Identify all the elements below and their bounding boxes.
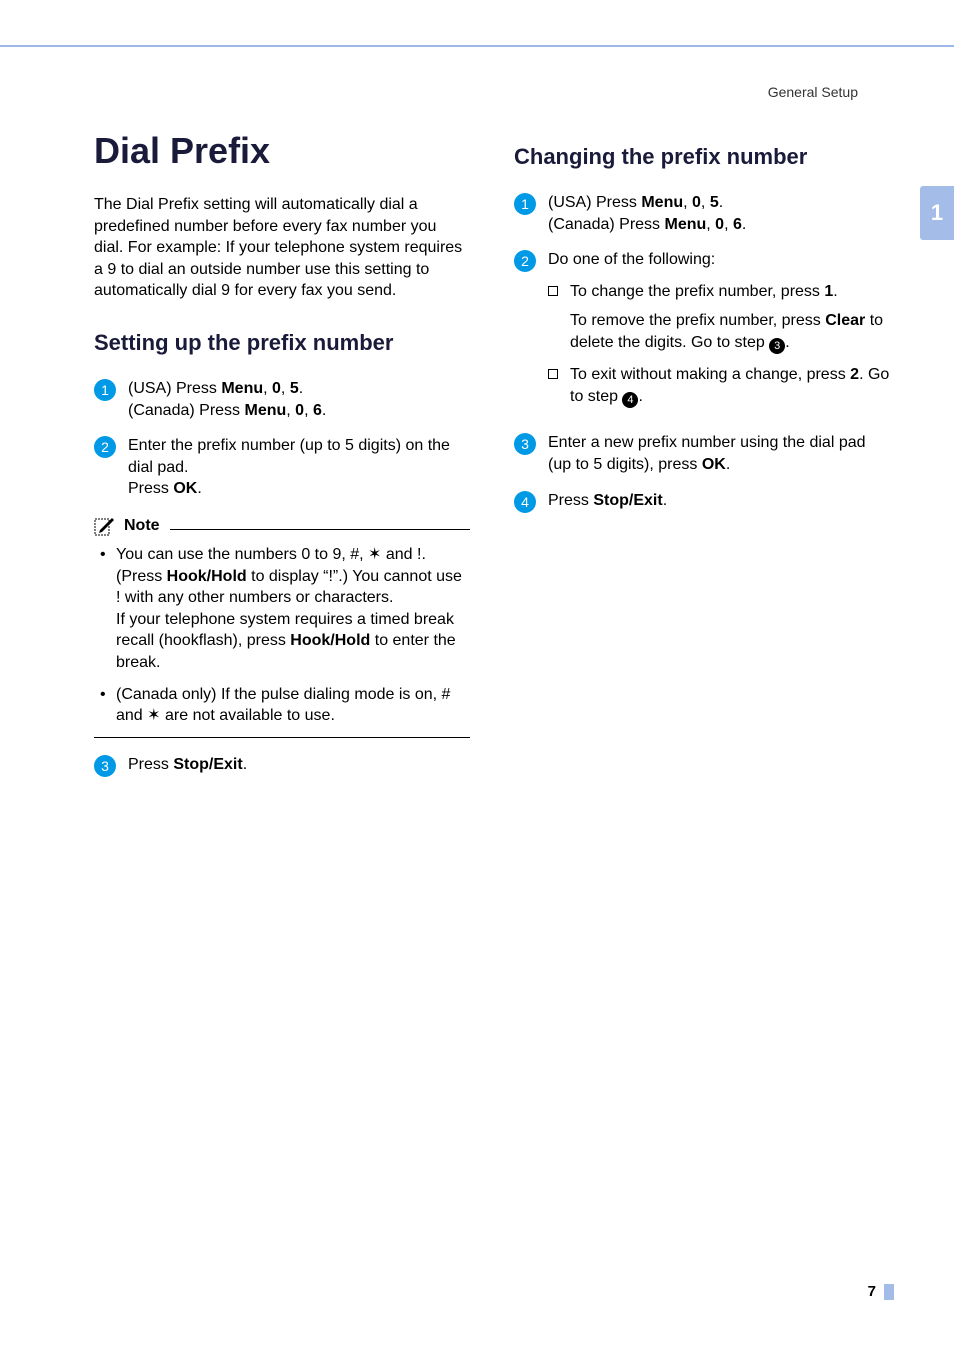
step-badge-2-icon: 2: [94, 436, 116, 458]
page-title: Dial Prefix: [94, 130, 470, 172]
step-badge-3-icon: 3: [514, 433, 536, 455]
right-step-3-body: Enter a new prefix number using the dial…: [548, 432, 890, 475]
left-step-2: 2 Enter the prefix number (up to 5 digit…: [94, 435, 470, 500]
note-list: You can use the numbers 0 to 9, #, ✶ and…: [94, 544, 470, 727]
inline-step-ref-4-icon: 4: [622, 392, 638, 408]
inline-step-ref-3-icon: 3: [769, 338, 785, 354]
content-area: Dial Prefix The Dial Prefix setting will…: [94, 130, 890, 791]
right-step-4-body: Press Stop/Exit.: [548, 490, 890, 512]
note-title: Note: [124, 517, 160, 535]
step-badge-1-icon: 1: [514, 193, 536, 215]
square-bullet-icon: [548, 286, 558, 296]
note-icon: [94, 516, 118, 536]
header-section-label: General Setup: [768, 84, 858, 100]
left-step-2-body: Enter the prefix number (up to 5 digits)…: [128, 435, 470, 500]
right-step-4: 4 Press Stop/Exit.: [514, 490, 890, 513]
intro-paragraph: The Dial Prefix setting will automatical…: [94, 194, 470, 302]
left-step-3-body: Press Stop/Exit.: [128, 754, 470, 776]
right-column: Changing the prefix number 1 (USA) Press…: [514, 130, 890, 791]
note-header: Note: [94, 516, 470, 536]
right-step-1: 1 (USA) Press Menu, 0, 5. (Canada) Press…: [514, 192, 890, 235]
note-rule-bottom: [94, 737, 470, 738]
left-step-3: 3 Press Stop/Exit.: [94, 754, 470, 777]
step-badge-1-icon: 1: [94, 379, 116, 401]
square-bullet-icon: [548, 369, 558, 379]
left-heading: Setting up the prefix number: [94, 330, 470, 356]
right-step-2-option-2: To exit without making a change, press 2…: [548, 364, 890, 408]
chapter-tab: 1: [920, 186, 954, 240]
note-rule-top: [170, 529, 470, 530]
step-badge-3-icon: 3: [94, 755, 116, 777]
right-step-1-body: (USA) Press Menu, 0, 5. (Canada) Press M…: [548, 192, 890, 235]
right-step-2: 2 Do one of the following: To change the…: [514, 249, 890, 418]
step-badge-2-icon: 2: [514, 250, 536, 272]
note-item-1: You can use the numbers 0 to 9, #, ✶ and…: [100, 544, 470, 674]
note-block: Note You can use the numbers 0 to 9, #, …: [94, 516, 470, 738]
left-step-1: 1 (USA) Press Menu, 0, 5. (Canada) Press…: [94, 378, 470, 421]
left-column: Dial Prefix The Dial Prefix setting will…: [94, 130, 470, 791]
top-rule: [0, 45, 954, 47]
right-step-2-option-1: To change the prefix number, press 1. To…: [548, 281, 890, 355]
page-number-bar: [884, 1284, 894, 1300]
step-badge-4-icon: 4: [514, 491, 536, 513]
right-step-2-body: Do one of the following: To change the p…: [548, 249, 890, 418]
note-item-2: (Canada only) If the pulse dialing mode …: [100, 684, 470, 727]
right-step-3: 3 Enter a new prefix number using the di…: [514, 432, 890, 475]
right-heading: Changing the prefix number: [514, 144, 890, 170]
right-step-2-options: To change the prefix number, press 1. To…: [548, 281, 890, 409]
left-step-1-body: (USA) Press Menu, 0, 5. (Canada) Press M…: [128, 378, 470, 421]
page-number: 7: [868, 1283, 876, 1300]
